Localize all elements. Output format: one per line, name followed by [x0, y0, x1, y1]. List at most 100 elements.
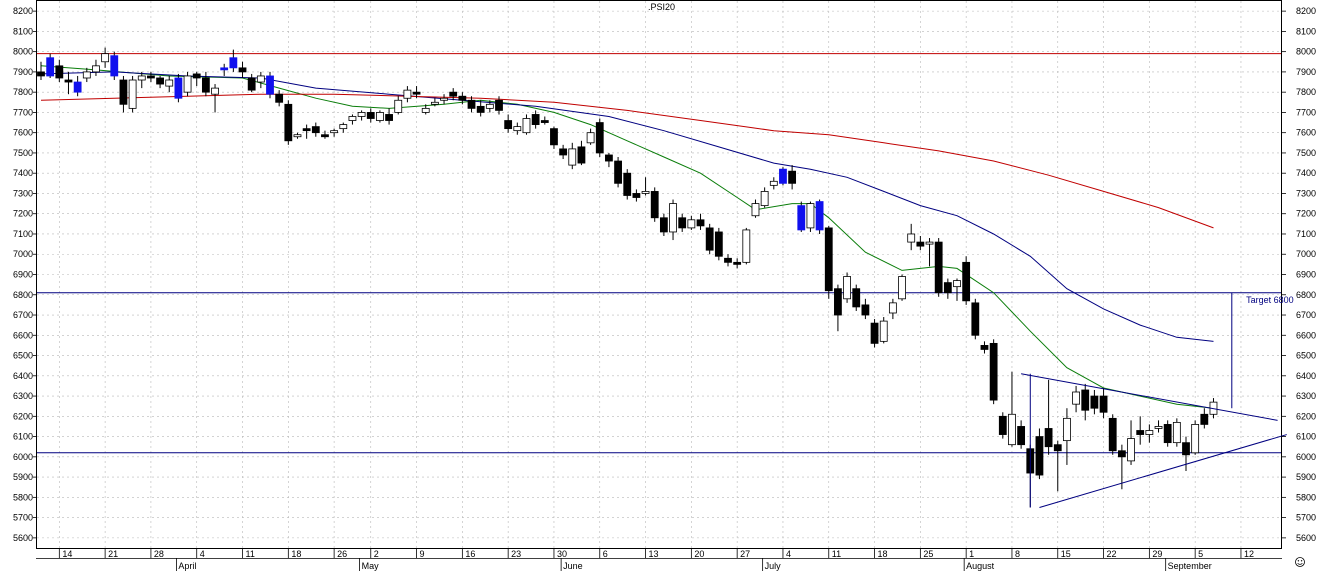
- y-tick-label: 6100: [1296, 432, 1316, 442]
- candle-body: [1145, 430, 1154, 435]
- target-annotation: Target 6800: [1246, 295, 1294, 305]
- candle-body: [733, 261, 742, 265]
- x-tick-label: 5: [1198, 549, 1203, 559]
- candle: [82, 67, 91, 83]
- candle: [843, 272, 851, 303]
- candle-body: [1127, 438, 1135, 462]
- candle: [1017, 420, 1026, 449]
- candle-body: [220, 67, 229, 71]
- candle: [540, 116, 549, 125]
- y-tick-label: 8000: [1296, 47, 1316, 57]
- candle: [898, 274, 906, 301]
- candle: [962, 256, 971, 305]
- candle-body: [1200, 413, 1209, 425]
- candle: [156, 75, 164, 89]
- y-tick-label: 6800: [13, 290, 33, 300]
- candle: [229, 49, 238, 72]
- candle: [733, 258, 742, 269]
- candle: [943, 278, 952, 299]
- x-tick-label: 26: [337, 549, 347, 559]
- x-tick-label: 16: [465, 549, 475, 559]
- candle: [834, 284, 842, 332]
- candle-body: [934, 241, 943, 294]
- y-tick-label: 8100: [13, 26, 33, 36]
- y-tick-label: 6400: [1296, 371, 1316, 381]
- x-tick-label: 9: [420, 549, 425, 559]
- x-tick-label: 15: [1061, 549, 1071, 559]
- candle-body: [1154, 426, 1163, 429]
- x-tick-label: 14: [62, 549, 72, 559]
- candle-body: [495, 99, 503, 111]
- y-tick-label: 5700: [1296, 513, 1316, 523]
- candle-body: [861, 304, 870, 316]
- candle-body: [962, 261, 971, 302]
- candle-body: [1017, 426, 1026, 446]
- y-tick-label: 5900: [13, 472, 33, 482]
- candle-body: [513, 126, 522, 132]
- candle-body: [806, 203, 815, 229]
- candle-body: [1090, 395, 1099, 409]
- candle-body: [1072, 391, 1080, 405]
- candle-body: [73, 81, 82, 93]
- candle-body: [119, 79, 128, 105]
- candle-body: [339, 124, 348, 130]
- y-tick-label: 6900: [1296, 270, 1316, 280]
- y-tick-label: 6000: [1296, 452, 1316, 462]
- candle: [1044, 379, 1053, 455]
- candle-body: [1163, 424, 1172, 444]
- candle-body: [247, 77, 256, 91]
- candle-body: [852, 288, 861, 308]
- candle-body: [183, 75, 192, 93]
- smiley-icon: [1295, 557, 1305, 567]
- candle-body: [898, 276, 906, 300]
- x-tick-label: 27: [740, 549, 750, 559]
- candle: [119, 75, 128, 113]
- y-tick-label: 6100: [13, 432, 33, 442]
- candle: [1008, 371, 1016, 447]
- x-tick-label: 20: [694, 549, 704, 559]
- candle-body: [458, 95, 467, 101]
- candle: [1163, 420, 1172, 447]
- candle-body: [147, 75, 155, 79]
- candle-body: [1044, 428, 1053, 448]
- candle-body: [650, 191, 659, 219]
- candle: [870, 319, 879, 348]
- candle: [73, 75, 82, 97]
- candle-body: [211, 87, 219, 95]
- candle-body: [1191, 424, 1200, 454]
- candle: [815, 199, 824, 234]
- candle-body: [632, 193, 641, 198]
- x-tick-label: 4: [786, 549, 791, 559]
- x-tick-label: 2: [374, 549, 379, 559]
- candle-body: [101, 53, 110, 63]
- candle-body: [1108, 417, 1117, 452]
- candle-body: [266, 75, 274, 95]
- candle-body: [137, 75, 146, 81]
- candle-body: [46, 57, 55, 77]
- y-tick-label: 7600: [1296, 128, 1316, 138]
- x-tick-label: 18: [291, 549, 301, 559]
- candle-body: [1182, 442, 1190, 456]
- candle: [64, 71, 73, 95]
- candle: [1182, 436, 1190, 472]
- trend-line: [1039, 434, 1287, 508]
- y-tick-label: 6800: [1296, 290, 1316, 300]
- y-tick-label: 6900: [13, 270, 33, 280]
- candle: [412, 86, 421, 99]
- chart-title: .PSI20: [648, 2, 675, 12]
- candle: [522, 114, 531, 135]
- x-tick-label: 28: [154, 549, 164, 559]
- candle: [742, 227, 751, 265]
- x-tick-label: 23: [511, 549, 521, 559]
- candle-body: [201, 77, 210, 93]
- month-label: July: [765, 561, 782, 571]
- grid-lines: [37, 1, 1281, 548]
- candle-body: [659, 217, 668, 233]
- candle-body: [302, 128, 311, 132]
- candle-body: [586, 132, 595, 144]
- candle: [669, 199, 677, 241]
- candle: [953, 278, 961, 301]
- x-tick-label: 25: [923, 549, 933, 559]
- y-tick-label: 7500: [13, 148, 33, 158]
